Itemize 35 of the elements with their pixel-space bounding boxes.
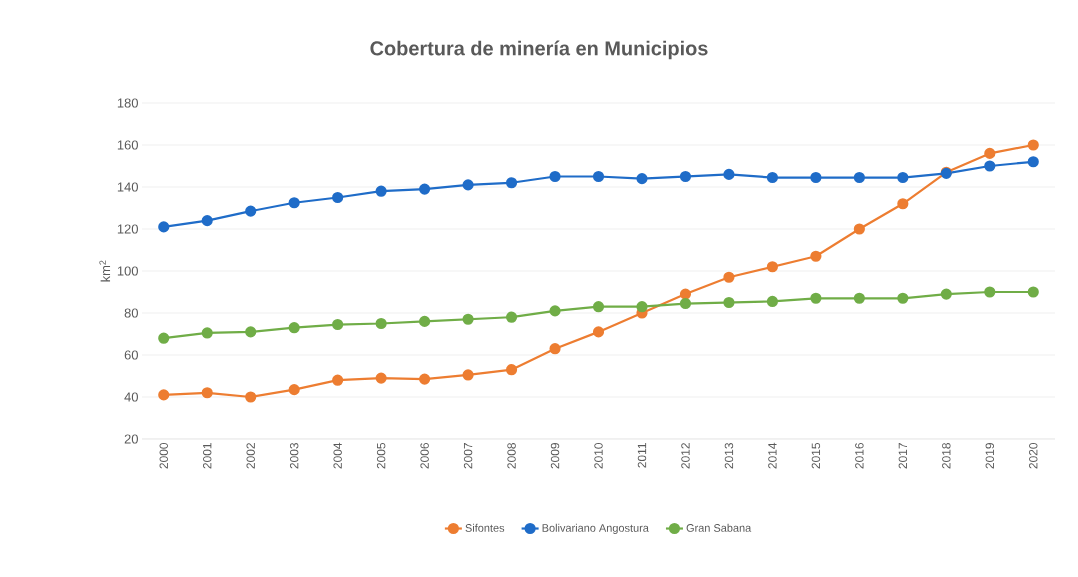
x-tick-label: 2012 xyxy=(681,443,690,469)
x-tick-label: 2009 xyxy=(550,443,560,469)
x-tick-label: 2016 xyxy=(855,443,864,469)
x-tick-label: 2018 xyxy=(942,443,951,469)
x-tick-label: 2000 xyxy=(159,442,168,469)
y-tick-label: 20 xyxy=(124,434,138,444)
y-tick-label: 40 xyxy=(124,392,138,402)
x-tick-label: 2005 xyxy=(376,443,386,469)
y-axis-title: km$^{2}$ xyxy=(99,260,111,282)
x-tick-label: 2014 xyxy=(768,442,777,469)
x-tick-label: 2008 xyxy=(507,443,516,469)
x-tick-label: 2011 xyxy=(637,443,647,468)
x-tick-label: 2002 xyxy=(246,443,255,469)
y-tick-label: 160 xyxy=(117,140,138,150)
x-tick-label: 2015 xyxy=(811,443,821,469)
chart-title: Cobertura de minería en Municipios xyxy=(370,40,708,60)
x-tick-label: 2001 xyxy=(203,443,212,469)
x-tick-label: 2007 xyxy=(463,443,473,469)
x-tick-label: 2020 xyxy=(1029,442,1038,469)
legend-label: Sifontes xyxy=(465,523,505,532)
x-tick-label: 2003 xyxy=(289,443,299,469)
x-tick-label: 2006 xyxy=(420,443,429,469)
y-tick-label: 120 xyxy=(117,224,138,234)
y-tick-label: 80 xyxy=(124,308,138,318)
legend-label: Bolivariano Angostura xyxy=(542,523,649,535)
x-tick-label: 2004 xyxy=(333,442,342,469)
y-tick-label: 100 xyxy=(117,266,138,276)
x-tick-label: 2013 xyxy=(724,443,734,469)
y-tick-label: 180 xyxy=(117,98,138,108)
x-tick-label: 2019 xyxy=(985,443,995,469)
y-tick-label: 60 xyxy=(124,350,138,360)
y-tick-label: 140 xyxy=(117,182,138,192)
x-tick-label: 2017 xyxy=(898,443,908,469)
legend-label: Gran Sabana xyxy=(686,523,752,532)
x-tick-label: 2010 xyxy=(594,442,603,469)
